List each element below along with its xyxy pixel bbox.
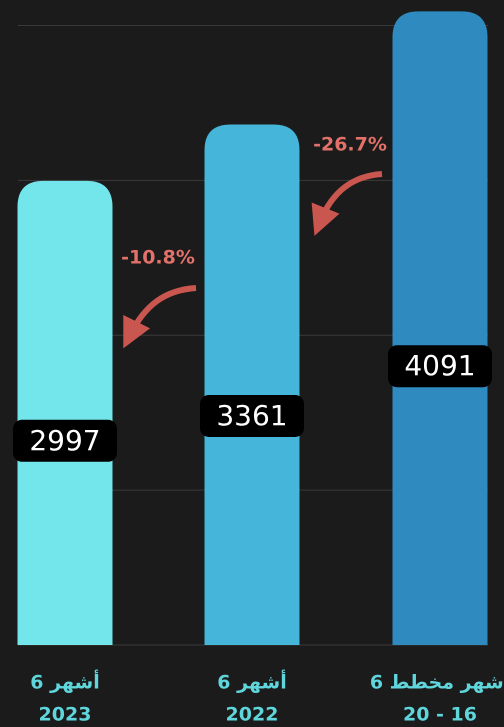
annotation: -10.8% bbox=[121, 247, 195, 269]
value-label-box bbox=[13, 419, 117, 462]
value-label: 3361 bbox=[216, 399, 287, 432]
x-tick-label: 6 أشهر bbox=[217, 670, 286, 694]
value-label: 2997 bbox=[29, 424, 100, 457]
annotation: -26.7% bbox=[313, 134, 387, 156]
bar bbox=[17, 180, 113, 645]
x-tick-label: 6 أشهر bbox=[30, 670, 99, 694]
arrow bbox=[311, 171, 383, 236]
x-tick-label: 2023 bbox=[39, 704, 92, 726]
x-tick-label: 20 - 16 bbox=[403, 704, 477, 726]
arrow bbox=[123, 285, 197, 349]
value-label: 4091 bbox=[404, 349, 475, 382]
x-tick-label: 2022 bbox=[226, 704, 279, 726]
value-label-box bbox=[200, 394, 304, 437]
bar bbox=[392, 11, 488, 645]
x-tick-label: 6 أشهر مخطط bbox=[370, 670, 504, 694]
bar bbox=[204, 124, 300, 645]
value-label-box bbox=[388, 345, 492, 388]
